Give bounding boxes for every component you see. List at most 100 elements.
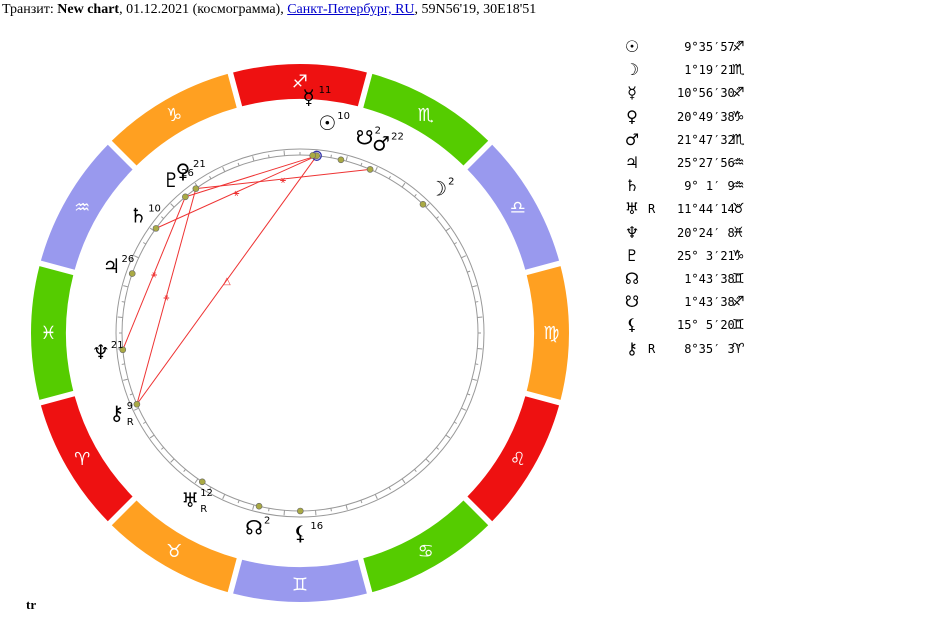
planet-row-venus: ♀ 20°49′38″ ♑ xyxy=(622,106,922,128)
degree-tick xyxy=(425,203,430,208)
planet-glyph-north_node: ☊ xyxy=(624,269,640,288)
degree-tick xyxy=(374,494,378,500)
sign-glyph: ♒ xyxy=(732,178,745,195)
planet-glyph-chiron: ⚷ xyxy=(626,338,638,358)
degree-tick xyxy=(123,285,129,288)
sign-glyph-scorpio: ♏ xyxy=(418,105,434,126)
degree-tick xyxy=(471,378,477,381)
aspect-line-pluto-sun xyxy=(185,155,317,198)
sign-segment-taurus xyxy=(111,500,237,593)
degree-tick xyxy=(401,478,406,484)
header-prefix: Транзит: xyxy=(2,2,58,17)
sign-glyph: ♓ xyxy=(732,224,745,241)
planet-row-mars: ♂ 21°47′32″ ♏ xyxy=(622,129,922,151)
planet-dot-north_node xyxy=(255,502,263,510)
degree-tick xyxy=(345,156,348,162)
planet-row-chiron: ⚷ R 8°35′ 3″ ♈ xyxy=(622,338,922,360)
degree-tick xyxy=(133,407,139,411)
sign-glyph: ♐ xyxy=(732,39,745,55)
planet-row-saturn: ♄ 9° 1′ 9″ ♒ xyxy=(622,175,922,197)
aspect-line-neptune-pluto xyxy=(122,196,186,350)
degree-tick xyxy=(461,407,467,411)
planet-position: 25° 3′21″ xyxy=(676,248,742,263)
planet-row-lilith: ⚸ 15° 5′20″ ♊ xyxy=(622,314,922,336)
sign-segment-virgo xyxy=(526,266,570,400)
chart-wheel: ♈♉♊♋♌♍♎♏♐♑♒♓ △⚹⚹⚹⚹ ☉ 10☽ 2☿ 11♀ 21♂ 22♃ 26♄ 10♅… xyxy=(30,63,570,603)
sign-glyph-libra: ♎ xyxy=(510,197,526,218)
aspect-line-chiron-venus xyxy=(136,188,197,405)
sign-glyph: ♑ xyxy=(732,108,745,125)
wheel-glyph-saturn: ♄ xyxy=(129,203,147,227)
degree-tick xyxy=(222,166,226,172)
degree-tick xyxy=(133,255,139,259)
degree-tick xyxy=(360,162,363,166)
degree-tick xyxy=(345,504,348,510)
aspect-line-venus-mars xyxy=(195,168,371,190)
planet-position: 21°47′32″ xyxy=(676,132,742,147)
planet-position: 25°27′56″ xyxy=(676,156,742,170)
planet-glyph-south_node: ☋ xyxy=(624,292,640,312)
retro-flag: R xyxy=(648,202,656,217)
planet-dot-south_node xyxy=(337,156,345,164)
degree-tick xyxy=(374,166,378,172)
wheel-degree-pluto: 26 xyxy=(181,168,194,179)
aspect-symbol: ⚹ xyxy=(151,269,157,280)
sign-segment-aquarius xyxy=(40,144,133,270)
wheel-degree-uranus: 12 xyxy=(200,488,213,499)
sign-segment-pisces xyxy=(30,266,74,400)
planet-dot-neptune xyxy=(119,346,127,354)
sign-glyph: ♐ xyxy=(732,85,745,102)
degree-ticks xyxy=(117,150,483,516)
planet-glyph-moon: ☽ xyxy=(624,60,640,80)
wheel-degree-venus: 21 xyxy=(193,159,206,170)
degree-tick xyxy=(467,393,471,396)
degree-tick xyxy=(142,242,147,245)
planet-dot-venus xyxy=(192,185,200,192)
wheel-glyph-lilith: ⚸ xyxy=(293,521,308,545)
planet-glyph-lilith: ⚸ xyxy=(626,315,638,335)
planet-glyph-neptune: ♆ xyxy=(624,222,640,242)
planet-position: 1°43′38″ xyxy=(684,272,742,286)
retro-flag: R xyxy=(648,341,656,356)
degree-tick xyxy=(330,508,332,512)
degree-tick xyxy=(467,270,471,273)
sign-glyph-cancer: ♋ xyxy=(418,541,434,562)
location-link[interactable]: Санкт-Петербург, RU xyxy=(287,2,415,17)
degree-tick xyxy=(453,242,458,245)
degree-tick xyxy=(425,458,430,463)
sign-segment-gemini xyxy=(233,559,367,603)
wheel-degree-saturn: 10 xyxy=(148,203,161,214)
degree-tick xyxy=(475,301,479,303)
degree-tick xyxy=(194,478,199,484)
degree-tick xyxy=(170,458,175,463)
planet-dot-moon xyxy=(419,201,427,208)
wheel-degree-moon: 2 xyxy=(448,176,454,187)
sign-glyph-taurus: ♉ xyxy=(166,541,182,562)
degree-tick xyxy=(123,378,129,381)
planet-dot-uranus xyxy=(198,478,206,486)
sign-segment-scorpio xyxy=(363,73,489,166)
sign-glyph: ♏ xyxy=(732,131,745,148)
sign-glyph-virgo: ♍ xyxy=(543,323,559,344)
degree-tick xyxy=(360,500,363,504)
inner-circle xyxy=(121,154,479,512)
wheel-glyph-chiron: ⚷ xyxy=(109,401,124,425)
planet-position: 20°24′ 8″ xyxy=(676,225,742,240)
planet-dot-mars xyxy=(366,166,374,173)
degree-tick xyxy=(209,486,212,491)
degree-tick xyxy=(252,156,255,162)
degree-tick xyxy=(161,447,164,450)
chart-header: Транзит: New chart, 01.12.2021 (космогра… xyxy=(2,2,536,18)
aspect-symbol: △ xyxy=(223,276,231,287)
sign-glyph: ♉ xyxy=(732,201,745,218)
wheel-degree-lilith: 16 xyxy=(310,521,323,532)
aspect-symbol: ⚹ xyxy=(163,292,169,303)
sign-segment-aries xyxy=(40,396,133,522)
wheel-glyph-sun: ☉ xyxy=(318,111,336,135)
degree-tick xyxy=(183,469,186,472)
sign-glyph: ♏ xyxy=(732,62,745,79)
planet-glyph-pluto: ♇ xyxy=(624,245,640,265)
wheel-glyph-uranus: ♅ xyxy=(181,488,199,512)
degree-tick xyxy=(401,182,406,188)
wheel-glyph-pluto: ♇ xyxy=(162,168,180,192)
